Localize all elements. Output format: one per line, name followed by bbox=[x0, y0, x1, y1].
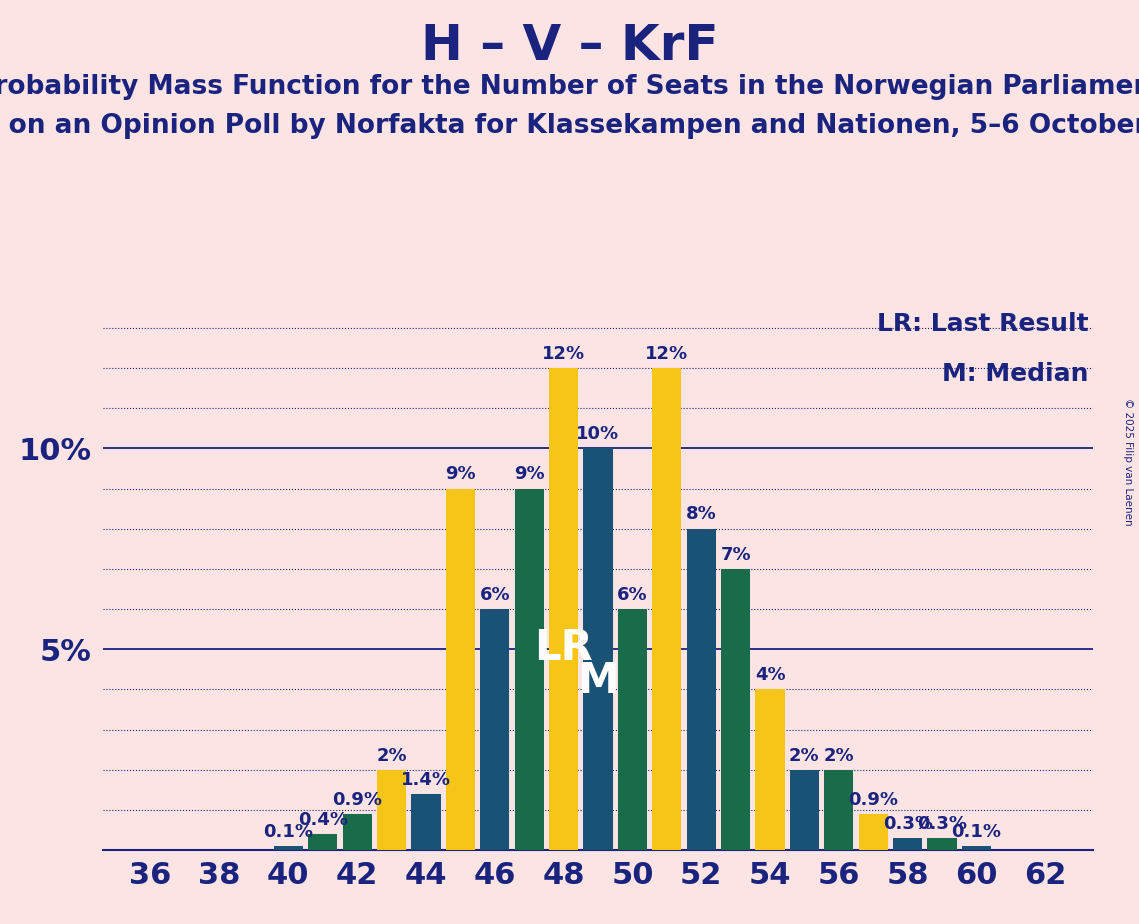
Bar bbox=[617, 609, 647, 850]
Text: 9%: 9% bbox=[514, 466, 544, 483]
Text: 2%: 2% bbox=[823, 747, 854, 764]
Bar bbox=[583, 448, 613, 850]
Bar bbox=[721, 569, 751, 850]
Bar bbox=[308, 834, 337, 850]
Text: 0.9%: 0.9% bbox=[849, 791, 899, 808]
Bar bbox=[411, 794, 441, 850]
Text: 9%: 9% bbox=[445, 466, 476, 483]
Bar bbox=[481, 609, 509, 850]
Text: © 2025 Filip van Laenen: © 2025 Filip van Laenen bbox=[1123, 398, 1133, 526]
Text: 7%: 7% bbox=[720, 546, 751, 564]
Text: 0.1%: 0.1% bbox=[263, 823, 313, 841]
Bar bbox=[859, 814, 888, 850]
Text: H – V – KrF: H – V – KrF bbox=[420, 22, 719, 70]
Bar bbox=[789, 770, 819, 850]
Text: 4%: 4% bbox=[755, 666, 785, 684]
Text: Probability Mass Function for the Number of Seats in the Norwegian Parliament: Probability Mass Function for the Number… bbox=[0, 74, 1139, 100]
Text: 1.4%: 1.4% bbox=[401, 771, 451, 788]
Text: M: Median: M: Median bbox=[942, 362, 1089, 386]
Bar bbox=[825, 770, 853, 850]
Bar bbox=[549, 368, 579, 850]
Text: Based on an Opinion Poll by Norfakta for Klassekampen and Nationen, 5–6 October : Based on an Opinion Poll by Norfakta for… bbox=[0, 113, 1139, 139]
Bar bbox=[755, 689, 785, 850]
Text: LR: Last Result: LR: Last Result bbox=[877, 312, 1089, 336]
Text: 2%: 2% bbox=[376, 747, 407, 764]
Text: M: M bbox=[577, 661, 618, 702]
Text: 0.1%: 0.1% bbox=[951, 823, 1001, 841]
Text: 8%: 8% bbox=[686, 505, 716, 524]
Bar bbox=[927, 838, 957, 850]
Bar bbox=[515, 489, 543, 850]
Text: 0.4%: 0.4% bbox=[297, 810, 347, 829]
Text: 0.3%: 0.3% bbox=[883, 815, 933, 833]
Text: 12%: 12% bbox=[542, 345, 585, 363]
Bar bbox=[893, 838, 923, 850]
Bar bbox=[343, 814, 371, 850]
Text: 6%: 6% bbox=[480, 586, 510, 603]
Bar bbox=[445, 489, 475, 850]
Bar bbox=[687, 529, 715, 850]
Bar bbox=[653, 368, 681, 850]
Bar bbox=[961, 846, 991, 850]
Bar bbox=[273, 846, 303, 850]
Text: 0.9%: 0.9% bbox=[333, 791, 382, 808]
Text: 2%: 2% bbox=[789, 747, 820, 764]
Text: 6%: 6% bbox=[617, 586, 648, 603]
Text: 0.3%: 0.3% bbox=[917, 815, 967, 833]
Text: LR: LR bbox=[534, 626, 593, 669]
Text: 12%: 12% bbox=[645, 345, 688, 363]
Text: 10%: 10% bbox=[576, 425, 620, 444]
Bar bbox=[377, 770, 407, 850]
